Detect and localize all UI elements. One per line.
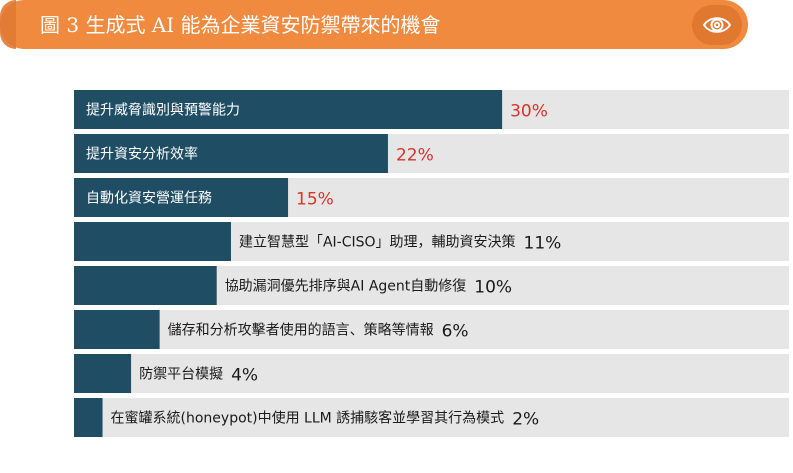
bar-value-label: 6% xyxy=(442,322,469,342)
bar-track xyxy=(74,310,789,349)
bar-row: 在蜜罐系統(honeypot)中使用 LLM 誘捕駭客並學習其行為模式 2% xyxy=(74,398,789,437)
bar-track xyxy=(74,354,789,393)
bar-value-label: 11% xyxy=(524,234,562,254)
chart-title: 圖 3 生成式 AI 能為企業資安防禦帶來的機會 xyxy=(40,13,441,37)
bar xyxy=(74,178,289,217)
bar-row: 建立智慧型「AI-CISO」助理，輔助資安決策 11% xyxy=(74,222,789,261)
bar-value-label: 22% xyxy=(396,146,434,166)
bar-category-label: 儲存和分析攻擊者使用的語言、策略等情報 xyxy=(168,322,434,339)
bar-category-label: 建立智慧型「AI-CISO」助理，輔助資安決策 xyxy=(239,234,516,251)
eye-icon-outline xyxy=(702,17,732,33)
bar-value-label: 30% xyxy=(510,102,548,122)
header-banner xyxy=(0,0,748,49)
bar-row: 提升威脅識別與預警能力 30% xyxy=(74,90,789,129)
header-banner-edge xyxy=(0,0,16,49)
bar-value-label: 2% xyxy=(512,410,539,430)
bar-category-label: 協助漏洞優先排序與AI Agent自動修復 xyxy=(225,278,467,295)
bar-category-label: 提升威脅識別與預警能力 xyxy=(86,103,240,119)
bar xyxy=(74,90,503,129)
bar xyxy=(74,222,231,261)
bar xyxy=(74,398,103,437)
bar-row: 自動化資安營運任務 15% xyxy=(74,178,789,217)
bar-category-label: 自動化資安營運任務 xyxy=(86,191,212,207)
bar-category-label: 提升資安分析效率 xyxy=(86,146,198,163)
bar-category-label: 在蜜罐系統(honeypot)中使用 LLM 誘捕駭客並學習其行為模式 xyxy=(111,410,505,427)
eye-icon xyxy=(702,17,732,33)
bar-value-label: 10% xyxy=(474,278,512,298)
bar-row: 協助漏洞優先排序與AI Agent自動修復 10% xyxy=(74,266,789,305)
bar-row: 提升資安分析效率 22% xyxy=(74,134,789,173)
bar-value-label: 4% xyxy=(231,366,258,386)
bar xyxy=(74,266,217,305)
bar-value-label: 15% xyxy=(296,190,334,210)
bar-row: 儲存和分析攻擊者使用的語言、策略等情報 6% xyxy=(74,310,789,349)
eye-badge xyxy=(692,5,742,45)
bar xyxy=(74,354,132,393)
eye-icon-pupil xyxy=(713,21,721,29)
bar xyxy=(74,134,388,173)
bar-track xyxy=(74,398,789,437)
eye-icon-iris xyxy=(710,18,724,32)
bar xyxy=(74,310,160,349)
bar-category-label: 防禦平台模擬 xyxy=(139,367,223,383)
chart-header: 圖 3 生成式 AI 能為企業資安防禦帶來的機會 xyxy=(0,0,748,49)
bar-row: 防禦平台模擬 4% xyxy=(74,354,789,393)
